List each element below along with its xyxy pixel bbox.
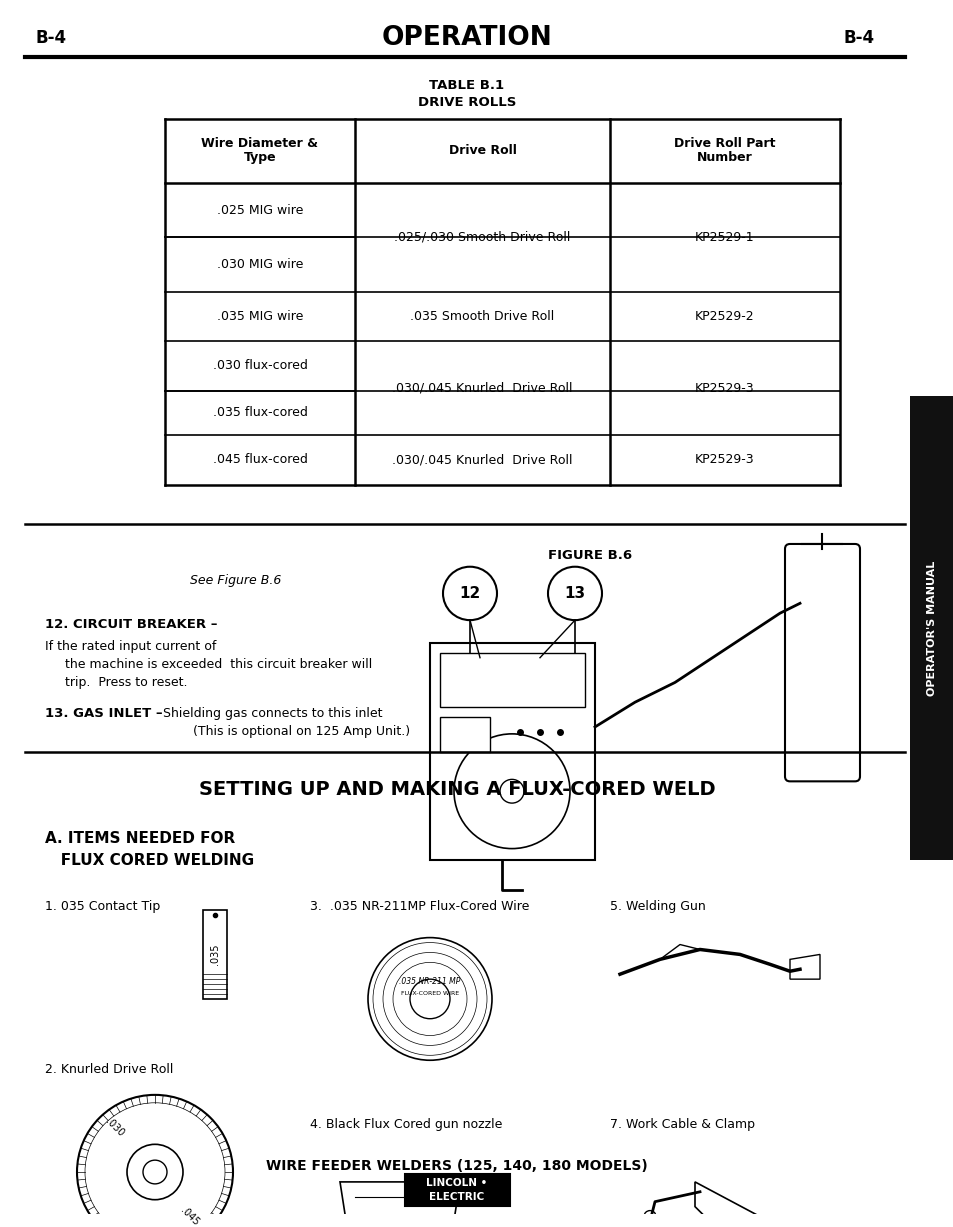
Text: .045 flux-cored: .045 flux-cored [213,454,307,466]
Text: .030: .030 [104,1117,126,1139]
Text: 13. GAS INLET –: 13. GAS INLET – [45,707,162,720]
Text: 1. 035 Contact Tip: 1. 035 Contact Tip [45,901,160,913]
Text: A. ITEMS NEEDED FOR: A. ITEMS NEEDED FOR [45,831,235,845]
Text: .030 flux-cored: .030 flux-cored [213,360,307,373]
Text: .030/.045 Knurled  Drive Roll: .030/.045 Knurled Drive Roll [392,382,572,395]
Text: WIRE FEEDER WELDERS (125, 140, 180 MODELS): WIRE FEEDER WELDERS (125, 140, 180 MODEL… [266,1160,647,1173]
Text: B-4: B-4 [843,28,874,47]
Text: Number: Number [697,151,752,164]
Text: OPERATOR'S MANUAL: OPERATOR'S MANUAL [926,561,936,696]
Text: .035 NR-211 MP: .035 NR-211 MP [399,977,460,985]
Text: FLUX-CORED WIRE: FLUX-CORED WIRE [400,991,458,996]
Text: trip.  Press to reset.: trip. Press to reset. [65,676,188,688]
Text: 12: 12 [459,587,480,601]
Polygon shape [339,1182,459,1227]
Text: If the rated input current of: If the rated input current of [45,640,216,653]
Text: .035 flux-cored: .035 flux-cored [213,406,307,420]
Polygon shape [789,955,820,979]
Text: .035 MIG wire: .035 MIG wire [216,310,303,323]
Text: 3.  .035 NR-211MP Flux-Cored Wire: 3. .035 NR-211MP Flux-Cored Wire [310,901,529,913]
Text: KP2529-1: KP2529-1 [695,231,754,244]
Bar [909,395,953,860]
Text: .030/.045 Knurled  Drive Roll: .030/.045 Knurled Drive Roll [392,454,572,466]
Text: TABLE B.1: TABLE B.1 [429,79,504,92]
FancyBboxPatch shape [784,544,859,782]
Text: (This is optional on 125 Amp Unit.): (This is optional on 125 Amp Unit.) [193,725,410,737]
Text: .035: .035 [210,944,220,966]
Text: LINCOLN •: LINCOLN • [426,1178,487,1188]
Text: SETTING UP AND MAKING A FLUX-CORED WELD: SETTING UP AND MAKING A FLUX-CORED WELD [198,779,715,799]
Text: KP2529-3: KP2529-3 [695,382,754,395]
Bar [405,1174,510,1206]
Text: B-4: B-4 [35,28,66,47]
Text: Type: Type [243,151,276,164]
Text: See Figure B.6: See Figure B.6 [190,574,281,587]
Bar [430,643,595,860]
Text: Drive Roll: Drive Roll [448,145,516,157]
Polygon shape [695,1182,780,1227]
Text: 12. CIRCUIT BREAKER –: 12. CIRCUIT BREAKER – [45,618,217,631]
Bar [439,653,584,707]
Text: Wire Diameter &: Wire Diameter & [201,137,318,151]
Text: .045: .045 [178,1205,201,1227]
Text: .030 MIG wire: .030 MIG wire [216,258,303,271]
Text: .025/.030 Smooth Drive Roll: .025/.030 Smooth Drive Roll [394,231,570,244]
Text: ELECTRIC: ELECTRIC [429,1191,484,1201]
Text: KP2529-2: KP2529-2 [695,310,754,323]
Text: 13: 13 [564,587,585,601]
Text: 7. Work Cable & Clamp: 7. Work Cable & Clamp [609,1118,754,1130]
Text: the machine is exceeded  this circuit breaker will: the machine is exceeded this circuit bre… [65,658,372,671]
Text: KP2529-3: KP2529-3 [695,454,754,466]
Text: Shielding gas connects to this inlet: Shielding gas connects to this inlet [163,707,382,720]
Text: Drive Roll Part: Drive Roll Part [674,137,775,151]
Text: .035 Smooth Drive Roll: .035 Smooth Drive Roll [410,310,554,323]
Text: FIGURE B.6: FIGURE B.6 [547,548,632,562]
Text: FLUX CORED WELDING: FLUX CORED WELDING [45,853,253,867]
Text: 5. Welding Gun: 5. Welding Gun [609,901,705,913]
Text: 4. Black Flux Cored gun nozzle: 4. Black Flux Cored gun nozzle [310,1118,502,1130]
Text: .025 MIG wire: .025 MIG wire [216,204,303,217]
Text: 2. Knurled Drive Roll: 2. Knurled Drive Roll [45,1064,173,1076]
Bar [203,910,227,999]
Text: DRIVE ROLLS: DRIVE ROLLS [417,96,516,109]
Bar [439,717,490,752]
Text: OPERATION: OPERATION [381,25,552,50]
